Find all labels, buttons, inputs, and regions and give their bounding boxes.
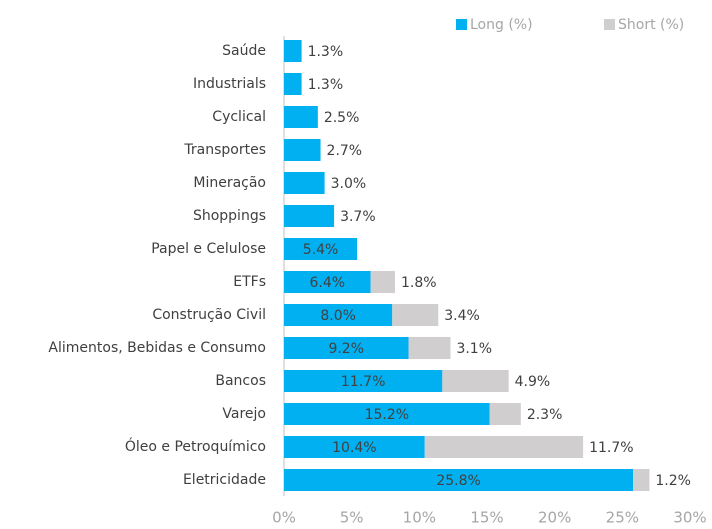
data-label: 1.8%	[401, 275, 437, 291]
y-tick-label: Eletricidade	[183, 472, 266, 488]
bar	[284, 73, 302, 95]
data-label: 15.2%	[365, 407, 409, 423]
y-tick-label: Alimentos, Bebidas e Consumo	[48, 340, 266, 356]
bar	[633, 469, 650, 491]
y-tick-label: Cyclical	[212, 109, 266, 125]
data-label: 9.2%	[328, 341, 364, 357]
x-tick-label: 20%	[538, 509, 571, 527]
y-tick-label: Bancos	[215, 373, 266, 389]
bar	[284, 403, 490, 425]
data-label: 1.3%	[308, 44, 344, 60]
data-label: 3.7%	[340, 209, 376, 225]
bar	[284, 304, 393, 326]
y-tick-label: Industrials	[193, 76, 266, 92]
data-label: 1.2%	[655, 473, 691, 489]
y-tick-label: Papel e Celulose	[151, 241, 266, 257]
bar	[284, 40, 302, 62]
x-tick-label: 25%	[606, 509, 639, 527]
y-tick-label: Varejo	[222, 406, 266, 422]
bar	[284, 271, 371, 293]
bar	[442, 370, 509, 392]
data-label: 6.4%	[310, 275, 346, 291]
bar	[284, 172, 325, 194]
bar	[284, 106, 318, 128]
data-label: 8.0%	[320, 308, 356, 324]
legend-swatch	[456, 19, 467, 30]
bar	[489, 403, 521, 425]
bar	[284, 337, 409, 359]
data-label: 3.1%	[456, 341, 492, 357]
data-label: 2.3%	[527, 407, 563, 423]
data-label: 11.7%	[341, 374, 385, 390]
y-tick-label: Shoppings	[193, 208, 266, 224]
data-label: 4.9%	[515, 374, 551, 390]
data-label: 2.7%	[327, 143, 363, 159]
y-tick-label: Mineração	[193, 175, 266, 191]
data-label: 1.3%	[308, 77, 344, 93]
data-label: 3.4%	[444, 308, 480, 324]
data-label: 5.4%	[303, 242, 339, 258]
y-tick-label: Construção Civil	[152, 307, 266, 323]
y-tick-label: Transportes	[183, 142, 266, 158]
bar	[392, 304, 439, 326]
data-label: 2.5%	[324, 110, 360, 126]
data-label: 25.8%	[436, 473, 480, 489]
data-label: 3.0%	[331, 176, 367, 192]
x-tick-label: 30%	[673, 509, 706, 527]
bar	[284, 205, 335, 227]
bar	[284, 370, 443, 392]
x-tick-label: 10%	[403, 509, 436, 527]
x-tick-label: 0%	[272, 509, 296, 527]
x-tick-label: 5%	[340, 509, 364, 527]
y-tick-label: Óleo e Petroquímico	[125, 437, 266, 455]
data-label: 11.7%	[589, 440, 633, 456]
y-tick-label: ETFs	[233, 274, 266, 290]
bar	[424, 436, 584, 458]
x-tick-label: 15%	[470, 509, 503, 527]
bar	[284, 436, 425, 458]
bar	[370, 271, 395, 293]
bar	[284, 238, 358, 260]
data-label: 10.4%	[332, 440, 376, 456]
bar	[284, 139, 321, 161]
legend-swatch	[604, 19, 615, 30]
bar	[284, 469, 634, 491]
y-tick-label: Saúde	[222, 43, 266, 59]
bar	[408, 337, 451, 359]
legend-label: Long (%)	[470, 17, 533, 33]
legend-label: Short (%)	[618, 17, 684, 33]
